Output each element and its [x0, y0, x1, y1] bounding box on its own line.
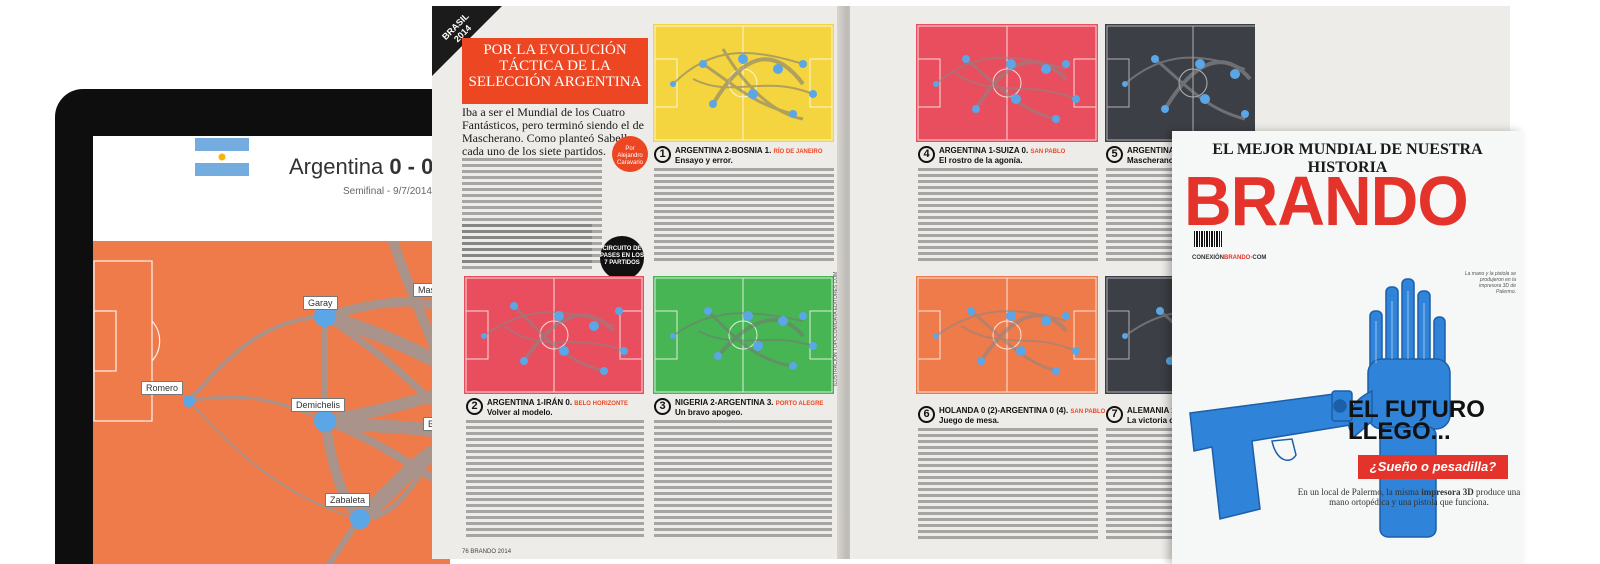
match-4-place: SAN PABLO — [1030, 149, 1066, 155]
match-4-name: ARGENTINA 1-SUIZA 0. — [939, 146, 1029, 155]
player-label-garay: Garay — [303, 296, 338, 310]
3d-printed-objects-illustration — [1189, 278, 1451, 538]
desc-bold: impresora 3D — [1421, 487, 1474, 497]
argentina-flag-icon — [195, 138, 249, 176]
url-prefix: CONEXIÓN — [1192, 255, 1225, 261]
3d-pistol-icon — [1189, 390, 1353, 520]
pass-network-panel-3 — [653, 276, 834, 394]
match-score: 0 - 0 — [389, 154, 434, 179]
match-6-place: SAN PABLO — [1070, 409, 1106, 415]
match-6-name: HOLANDA 0 (2)-ARGENTINA 0 (4). — [939, 406, 1069, 415]
player-label-romero: Romero — [141, 381, 184, 395]
match-4-text — [918, 168, 1098, 268]
match-title-2: ARGENTINA 1-IRÁN 0. BELO HORIZONTE — [487, 398, 628, 407]
match-subtitle: Semifinal - 9/7/2014 - — [343, 186, 439, 197]
pass-network-pitch: Romero Garay Demichelis Biglia Mascheran… — [93, 241, 450, 564]
match-6-text — [918, 428, 1098, 544]
match-title-5: ARGENTINA — [1127, 146, 1175, 155]
match-subtitle-1: Ensayo y error. — [675, 156, 733, 165]
url-suffix: ·COM — [1250, 255, 1267, 261]
match-team: Argentina — [289, 154, 384, 179]
desc-part-1: En un local de Palermo, la misma — [1297, 487, 1419, 497]
barcode-icon — [1194, 231, 1222, 247]
author-badge: Por Alejandro Caravario — [612, 136, 648, 172]
player-node-romero — [183, 395, 195, 407]
player-label-zabaleta: Zabaleta — [325, 493, 371, 507]
tablet-device: Argentina 0 - 0 Semifinal - 9/7/2014 - — [55, 89, 450, 564]
match-header: Argentina 0 - 0 Semifinal - 9/7/2014 - — [93, 136, 450, 241]
article-intro: Iba a ser el Mundial de los Cuatro Fantá… — [462, 105, 644, 158]
match-subtitle-6: Juego de mesa. — [939, 416, 1000, 425]
cover-url: CONEXIÓNBRANDO·COM — [1192, 255, 1266, 261]
page-footer: 76 BRANDO 2014 — [462, 549, 512, 555]
match-subtitle-5: Mascherano, nue — [1127, 156, 1193, 165]
match-3-text — [654, 420, 832, 544]
match-title: Argentina 0 - 0 — [289, 154, 433, 180]
match-number-6: 6 — [918, 406, 935, 423]
match-2-place: BELO HORIZONTE — [574, 401, 628, 407]
match-title-3: NIGERIA 2-ARGENTINA 3. PORTO ALEGRE — [675, 398, 823, 407]
cover-headline: EL FUTURO LLEGÓ... — [1348, 396, 1485, 445]
magazine-cover: EL MEJOR MUNDIAL DE NUESTRA HISTORIA BRA… — [1172, 131, 1523, 564]
tablet-screen: Argentina 0 - 0 Semifinal - 9/7/2014 - — [93, 136, 450, 564]
player-node-garay — [314, 305, 336, 327]
match-title-7: ALEMANIA 1 — [1127, 406, 1176, 415]
cover-tagline: EL MEJOR MUNDIAL DE NUESTRA HISTORIA — [1212, 141, 1483, 176]
desc-part-2: produce una mano ortopédica y una pistol… — [1329, 487, 1521, 507]
match-1-text — [654, 168, 834, 268]
pass-network-panel-2 — [464, 276, 644, 394]
cover-description: En un local de Palermo, la misma impreso… — [1294, 487, 1523, 507]
match-2-name: ARGENTINA 1-IRÁN 0. — [487, 398, 573, 407]
pass-network-panel-1 — [653, 24, 834, 142]
match-title-4: ARGENTINA 1-SUIZA 0. SAN PABLO — [939, 146, 1065, 155]
player-node-zabaleta — [350, 509, 370, 529]
match-number-1: 1 — [654, 146, 671, 163]
cover-side-caption: La mano y la pistola se produjeron en la… — [1464, 271, 1516, 295]
player-node-demichelis — [314, 410, 336, 432]
match-number-3: 3 — [654, 398, 671, 415]
match-subtitle-3: Un bravo apogeo. — [675, 408, 743, 417]
pass-network-panel-4 — [916, 24, 1098, 142]
match-number-4: 4 — [918, 146, 935, 163]
circuit-badge: CIRCUITO DE PASES EN LOS 7 PARTIDOS — [600, 236, 644, 280]
match-1-name: ARGENTINA 2-BOSNIA 1. — [675, 146, 772, 155]
match-subtitle-4: El rostro de la agonía. — [939, 156, 1023, 165]
article-title: POR LA EVOLUCIÓN TÁCTICA DE LA SELECCIÓN… — [462, 38, 648, 104]
brand-logo: BRANDO — [1184, 162, 1469, 240]
left-page: BRASIL 2014 POR LA EVOLUCIÓN TÁCTICA DE … — [432, 6, 844, 559]
article-body-text-2 — [462, 224, 648, 274]
cover-question: ¿Sueño o pesadilla? — [1358, 455, 1508, 479]
pass-network-panel-5 — [1105, 24, 1255, 142]
url-brand: BRANDO — [1224, 255, 1251, 261]
match-3-place: PORTO ALEGRE — [775, 401, 824, 407]
pass-network-graph — [93, 241, 450, 564]
match-title-1: ARGENTINA 2-BOSNIA 1. RÍO DE JANEIRO — [675, 146, 823, 155]
match-number-5: 5 — [1106, 146, 1123, 163]
pass-network-panel-6 — [916, 276, 1098, 394]
match-subtitle-2: Volver al modelo. — [487, 408, 553, 417]
match-3-name: NIGERIA 2-ARGENTINA 3. — [675, 398, 774, 407]
match-title-6: HOLANDA 0 (2)-ARGENTINA 0 (4). SAN PABLO — [939, 406, 1105, 415]
match-subtitle-7: La victoria cultura — [1127, 416, 1196, 425]
match-number-2: 2 — [466, 398, 483, 415]
match-number-7: 7 — [1106, 406, 1123, 423]
player-label-demichelis: Demichelis — [291, 398, 346, 412]
match-2-text — [466, 420, 644, 544]
match-1-place: RÍO DE JANEIRO — [773, 149, 823, 155]
